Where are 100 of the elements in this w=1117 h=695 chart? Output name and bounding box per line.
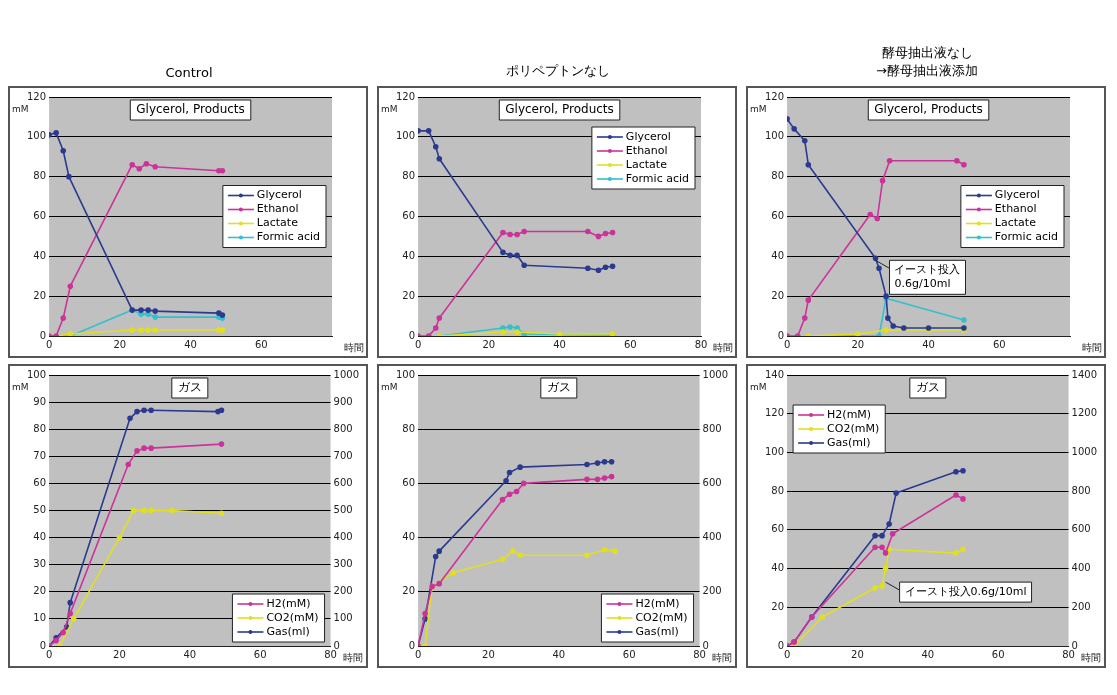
y-tick-label: 120 bbox=[26, 90, 47, 102]
y-tick-label: 30 bbox=[33, 558, 47, 570]
text: ガス bbox=[915, 380, 940, 395]
y-tick-label: 60 bbox=[33, 476, 47, 488]
y2-tick-label: 100 bbox=[333, 612, 353, 624]
y-tick-label: 0 bbox=[39, 329, 47, 341]
x-tick-label: 60 bbox=[623, 338, 637, 350]
x-tick-label: 20 bbox=[482, 338, 496, 350]
y-axis-title: mM bbox=[750, 382, 767, 393]
y2-tick-label: 800 bbox=[702, 422, 722, 434]
legend-label: Lactate bbox=[994, 216, 1037, 230]
y-tick-label: 100 bbox=[26, 368, 47, 380]
y-tick-label: 60 bbox=[33, 210, 47, 222]
x-tick-label: 60 bbox=[992, 338, 1006, 350]
legend-label: CO2(mM) bbox=[635, 610, 688, 624]
y-tick-label: 120 bbox=[764, 407, 785, 419]
y-tick-label: 60 bbox=[402, 476, 416, 488]
annotation: イースト投入0.6g/10ml bbox=[904, 584, 1027, 598]
x-tick-label: 40 bbox=[922, 338, 935, 350]
legend-label: Glycerol bbox=[994, 188, 1040, 202]
legend-label: Ethanol bbox=[994, 202, 1037, 216]
y2-tick-label: 1000 bbox=[333, 368, 359, 380]
y-tick-label: 60 bbox=[771, 523, 785, 535]
legend-label: Formic acid bbox=[994, 230, 1058, 244]
y2-tick-label: 400 bbox=[1071, 562, 1091, 574]
y-tick-label: 20 bbox=[771, 600, 785, 612]
y2-tick-label: 300 bbox=[333, 558, 353, 570]
chart-title: Control bbox=[164, 64, 214, 82]
chart-title: 酵母抽出液なし →酵母抽出液添加 bbox=[875, 44, 979, 80]
legend-label: Formic acid bbox=[625, 171, 689, 185]
legend-label: CO2(mM) bbox=[266, 610, 319, 624]
y2-tick-label: 0 bbox=[702, 639, 709, 651]
y-tick-label: 40 bbox=[33, 531, 47, 543]
y-tick-label: 0 bbox=[39, 639, 47, 651]
y2-tick-label: 600 bbox=[1071, 523, 1091, 535]
y-tick-label: 0 bbox=[408, 329, 416, 341]
legend-label: H2(mM) bbox=[266, 596, 311, 610]
y-tick-label: 10 bbox=[33, 612, 47, 624]
y2-tick-label: 1400 bbox=[1071, 368, 1097, 380]
x-tick-label: 80 bbox=[324, 648, 337, 660]
y-tick-label: 50 bbox=[33, 504, 47, 516]
y-axis-title: mM bbox=[750, 104, 767, 115]
y2-tick-label: 800 bbox=[333, 422, 353, 434]
x-tick-label: 60 bbox=[991, 648, 1005, 660]
text: Glycerol, Products bbox=[136, 102, 245, 117]
legend-label: Lactate bbox=[625, 157, 668, 171]
x-tick-label: 80 bbox=[693, 648, 706, 660]
y-tick-label: 100 bbox=[26, 130, 47, 142]
y-tick-label: 20 bbox=[402, 289, 416, 301]
legend-label: H2(mM) bbox=[635, 596, 680, 610]
y-tick-label: 100 bbox=[395, 368, 416, 380]
y2-tick-label: 900 bbox=[333, 395, 353, 407]
chart-title: ポリペプトンなし bbox=[505, 62, 611, 80]
y2-tick-label: 600 bbox=[702, 476, 722, 488]
x-axis-title: 時間 bbox=[344, 341, 364, 353]
x-tick-label: 60 bbox=[622, 648, 636, 660]
annotation: イースト投入 0.6g/10ml bbox=[894, 263, 961, 291]
y-tick-label: 40 bbox=[402, 249, 416, 261]
legend-label: H2(mM) bbox=[827, 407, 872, 421]
legend-label: Ethanol bbox=[256, 202, 299, 216]
y-tick-label: 80 bbox=[771, 170, 785, 182]
y-tick-label: 120 bbox=[395, 90, 416, 102]
y-tick-label: 80 bbox=[402, 170, 416, 182]
legend-label: Glycerol bbox=[256, 188, 302, 202]
y-tick-label: 40 bbox=[33, 249, 47, 261]
y-tick-label: 100 bbox=[764, 446, 785, 458]
y2-tick-label: 1000 bbox=[1071, 446, 1097, 458]
y-tick-label: 140 bbox=[764, 368, 785, 380]
y2-tick-label: 200 bbox=[702, 585, 722, 597]
y-tick-label: 80 bbox=[402, 422, 416, 434]
y2-tick-label: 600 bbox=[333, 476, 353, 488]
y-tick-label: 0 bbox=[777, 329, 785, 341]
legend-label: Gas(ml) bbox=[266, 624, 310, 638]
y-tick-label: 80 bbox=[33, 422, 47, 434]
y-tick-label: 0 bbox=[777, 639, 785, 651]
y2-tick-label: 700 bbox=[333, 449, 353, 461]
x-axis-title: 時間 bbox=[1080, 651, 1101, 663]
y-tick-label: 40 bbox=[771, 562, 785, 574]
chart-subtitle: ガス bbox=[546, 380, 571, 395]
y-axis-title: mM bbox=[12, 382, 29, 393]
x-tick-label: 40 bbox=[183, 648, 197, 660]
y-axis-title: mM bbox=[381, 104, 398, 115]
legend-label: Glycerol bbox=[625, 129, 671, 143]
y-tick-label: 80 bbox=[771, 484, 785, 496]
x-tick-label: 40 bbox=[553, 338, 566, 350]
legend-label: CO2(mM) bbox=[827, 421, 880, 435]
x-axis-title: 時間 bbox=[342, 651, 363, 663]
y2-tick-label: 1000 bbox=[702, 368, 728, 380]
x-tick-label: 40 bbox=[184, 338, 197, 350]
y-tick-label: 20 bbox=[33, 585, 47, 597]
x-tick-label: 20 bbox=[113, 648, 126, 660]
y-tick-label: 40 bbox=[771, 249, 785, 261]
x-tick-label: 60 bbox=[254, 338, 268, 350]
x-tick-label: 40 bbox=[921, 648, 935, 660]
x-tick-label: 80 bbox=[694, 338, 708, 350]
x-axis-title: 時間 bbox=[711, 651, 732, 663]
y-axis-title: mM bbox=[12, 104, 29, 115]
y2-tick-label: 1200 bbox=[1071, 407, 1097, 419]
y-tick-label: 120 bbox=[764, 90, 785, 102]
y-tick-label: 20 bbox=[33, 289, 47, 301]
